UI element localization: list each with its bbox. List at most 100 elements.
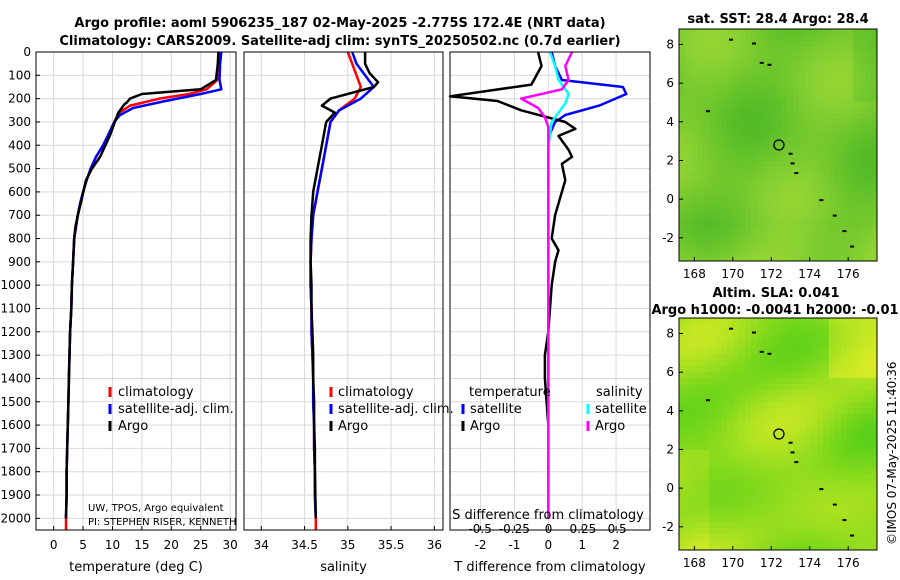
map-cell	[823, 107, 830, 114]
map-cell	[709, 408, 716, 415]
map-cell	[691, 71, 698, 78]
map-cell	[823, 257, 830, 262]
map-cell	[787, 528, 794, 535]
map-cell	[859, 546, 866, 551]
map-cell	[751, 492, 758, 499]
map-cell	[841, 342, 848, 349]
map-cell	[811, 324, 818, 331]
map-cell	[799, 77, 806, 84]
map-cell	[721, 197, 728, 204]
map-cell	[823, 233, 830, 240]
map-cell	[871, 366, 878, 373]
map-cell	[709, 444, 716, 451]
map-cell	[703, 125, 710, 132]
map-cell	[733, 336, 740, 343]
map-cell	[871, 408, 878, 415]
map-cell	[835, 107, 842, 114]
map-cell	[739, 450, 746, 457]
map-cell	[841, 137, 848, 144]
map-cell	[751, 131, 758, 138]
map-cell	[763, 35, 770, 42]
map-cell	[739, 444, 746, 451]
map-cell	[709, 209, 716, 216]
map-cell	[829, 233, 836, 240]
map-cell	[835, 155, 842, 162]
map-cell	[691, 185, 698, 192]
map-cell	[847, 378, 854, 385]
map-cell	[835, 257, 842, 262]
map-cell	[781, 203, 788, 210]
map-cell	[799, 522, 806, 529]
map-cell	[703, 119, 710, 126]
map-cell	[829, 390, 836, 397]
map-cell	[871, 113, 878, 120]
map-cell	[763, 420, 770, 427]
map-cell	[835, 450, 842, 457]
y-tick-label: 1600	[0, 418, 31, 432]
legend-label-s-satellite: satellite	[595, 402, 647, 417]
map-cell	[853, 516, 860, 523]
map-cell	[679, 221, 686, 228]
map-cell	[847, 522, 854, 529]
map-cell	[865, 113, 872, 120]
note-program: UW, TPOS, Argo equivalent	[88, 503, 224, 514]
map-cell	[727, 450, 734, 457]
map-cell	[805, 215, 812, 222]
map-cell	[793, 462, 800, 469]
map-cell	[757, 203, 764, 210]
map-cell	[691, 197, 698, 204]
map-cell	[871, 372, 878, 379]
x-tick-label: 174	[798, 267, 821, 281]
map-cell	[835, 41, 842, 48]
map-cell	[799, 474, 806, 481]
map-cell	[823, 474, 830, 481]
map-cell	[745, 149, 752, 156]
map-cell	[853, 498, 860, 505]
map-cell	[775, 384, 782, 391]
map-cell	[703, 354, 710, 361]
map-cell	[775, 245, 782, 252]
map-cell	[769, 257, 776, 262]
map-cell	[733, 510, 740, 517]
map-cell	[799, 528, 806, 535]
map-cell	[829, 462, 836, 469]
map-cell	[757, 239, 764, 246]
map-cell	[793, 221, 800, 228]
map-cell	[865, 89, 872, 96]
map-cell	[835, 71, 842, 78]
map-cell	[697, 107, 704, 114]
map-cell	[835, 528, 842, 535]
map-cell	[805, 474, 812, 481]
map-cell	[853, 251, 860, 258]
map-cell	[787, 354, 794, 361]
map-cell	[805, 336, 812, 343]
map-cell	[823, 498, 830, 505]
map-cell	[775, 480, 782, 487]
map-cell	[829, 438, 836, 445]
map-cell	[823, 324, 830, 331]
map-cell	[709, 432, 716, 439]
map-cell	[685, 414, 692, 421]
map-cell	[781, 504, 788, 511]
map-cell	[739, 197, 746, 204]
map-cell	[823, 149, 830, 156]
map-cell	[685, 245, 692, 252]
map-cell	[739, 59, 746, 66]
map-cell	[853, 53, 860, 60]
map-cell	[835, 185, 842, 192]
map-cell	[763, 468, 770, 475]
map-cell	[769, 426, 776, 433]
map-cell	[829, 420, 836, 427]
map-cell	[835, 330, 842, 337]
map-cell	[757, 402, 764, 409]
island-outline	[728, 38, 733, 41]
map-cell	[721, 161, 728, 168]
map-cell	[847, 408, 854, 415]
map-cell	[679, 354, 686, 361]
map-cell	[721, 330, 728, 337]
map-cell	[739, 486, 746, 493]
map-cell	[745, 59, 752, 66]
note-pi: PI: STEPHEN RISER, KENNETH	[88, 517, 236, 528]
map-cell	[787, 95, 794, 102]
map-cell	[805, 438, 812, 445]
